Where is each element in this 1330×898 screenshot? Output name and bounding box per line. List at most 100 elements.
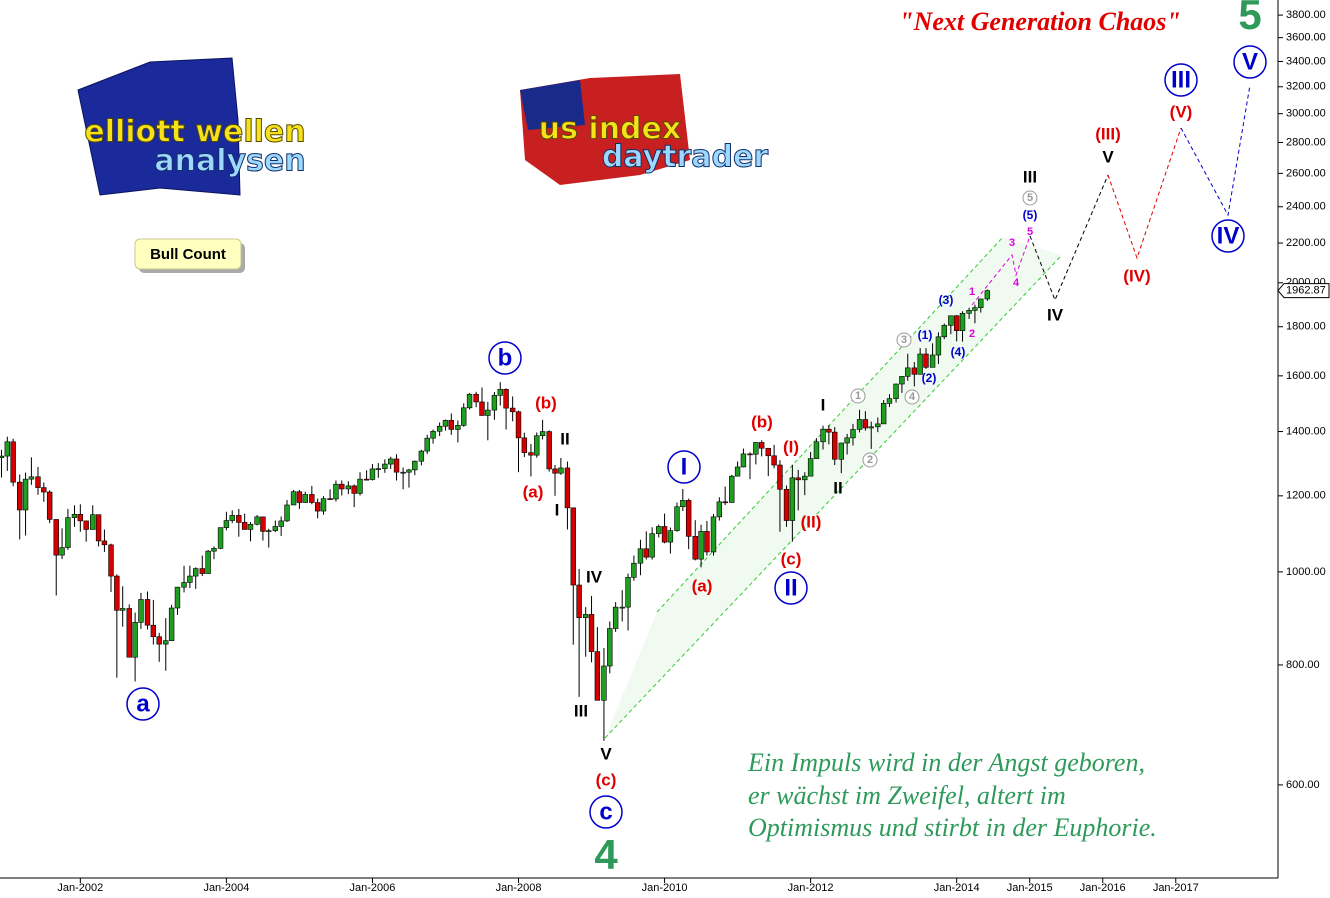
candle-body xyxy=(734,466,741,477)
logo-text: us index xyxy=(539,112,681,147)
candle-body xyxy=(783,488,790,521)
candle-body xyxy=(601,665,607,701)
wave-circle xyxy=(1233,45,1267,79)
wave-label: 2 xyxy=(867,454,873,466)
wave-label: (c) xyxy=(781,549,802,568)
candle-body xyxy=(199,568,205,574)
badge xyxy=(134,238,242,270)
candle-body xyxy=(747,453,753,456)
candle-body xyxy=(966,310,972,314)
projection-path xyxy=(971,235,1031,306)
candle-body xyxy=(576,584,582,618)
y-tick-label: 1400.00 xyxy=(1286,425,1326,437)
y-tick-label: 3400.00 xyxy=(1286,55,1326,67)
candle-body xyxy=(41,487,47,493)
candle-body xyxy=(795,477,801,481)
candle-body xyxy=(729,475,735,503)
candle-body xyxy=(649,533,655,558)
candle-body xyxy=(923,353,929,368)
wave-label: II xyxy=(784,574,797,601)
candle-body xyxy=(978,298,984,309)
candle-body xyxy=(710,516,717,553)
candle-body xyxy=(807,458,814,477)
candle-body xyxy=(412,460,418,471)
channel-fill xyxy=(605,237,1062,738)
candle-body xyxy=(935,336,942,356)
chart-title: "Next Generation Chaos" xyxy=(899,7,1181,36)
candle-body xyxy=(558,467,564,474)
candle-body xyxy=(217,527,224,549)
candle-body xyxy=(442,420,449,427)
wave-label: III xyxy=(574,701,588,720)
candle-body xyxy=(771,455,777,466)
candle-body xyxy=(692,536,698,560)
x-tick-label: Jan-2016 xyxy=(1080,882,1126,894)
candle-body xyxy=(101,540,108,546)
candle-body xyxy=(71,514,78,518)
candle-body xyxy=(570,507,576,586)
candle-body xyxy=(899,376,905,385)
x-tick-label: Jan-2004 xyxy=(203,882,249,894)
candle-body xyxy=(607,628,613,667)
x-tick-label: Jan-2015 xyxy=(1007,882,1053,894)
candle-body xyxy=(582,614,589,618)
candle-body xyxy=(406,469,412,473)
logo-text: daytrader xyxy=(602,140,769,175)
candle-body xyxy=(430,430,436,439)
candle-body xyxy=(375,468,381,470)
y-tick-label: 3000.00 xyxy=(1286,108,1326,120)
projection-path xyxy=(1107,127,1182,260)
candle-body xyxy=(875,423,881,428)
candle-body xyxy=(345,485,352,490)
quote: Ein Impuls wird in der Angst geboren, er… xyxy=(747,748,1157,842)
candle-body xyxy=(880,403,887,425)
candle-body xyxy=(314,502,321,512)
candle-body xyxy=(229,515,235,521)
wave-label: (II) xyxy=(801,512,822,531)
wave-label: (3) xyxy=(939,293,954,307)
candle-body xyxy=(59,547,65,556)
wave-label: 5 xyxy=(1238,0,1261,38)
quote-line: er wächst im Zweifel, altert im xyxy=(748,781,1066,810)
logo-elliott: elliott wellen analysen xyxy=(77,57,306,196)
channel-line xyxy=(604,254,1063,739)
candle-body xyxy=(758,442,765,449)
candle-body xyxy=(290,491,297,506)
wave-label: (b) xyxy=(535,393,557,412)
candle-body xyxy=(485,409,491,416)
wave-circle xyxy=(904,389,920,405)
wave-label: III xyxy=(1171,66,1191,93)
wave-label: (III) xyxy=(1095,124,1121,143)
candle-body xyxy=(363,478,370,481)
wave-label: 4 xyxy=(1013,277,1020,289)
wave-label: V xyxy=(1242,48,1258,75)
candle-body xyxy=(119,608,126,611)
wave-label: I xyxy=(681,453,688,480)
candle-body xyxy=(424,437,430,452)
candle-body xyxy=(984,290,991,300)
candle-body xyxy=(0,455,5,458)
candle-body xyxy=(126,608,132,658)
wave-circle xyxy=(1164,63,1198,97)
wave-label: 5 xyxy=(1027,226,1033,238)
candle-body xyxy=(643,548,650,558)
candle-body xyxy=(46,491,53,520)
y-tick-label: 2800.00 xyxy=(1286,136,1326,148)
x-tick-label: Jan-2008 xyxy=(496,882,542,894)
candle-body xyxy=(844,437,850,444)
y-tick-label: 800.00 xyxy=(1286,659,1320,671)
candle-body xyxy=(333,483,339,500)
wave-label: (IV) xyxy=(1123,266,1150,285)
candle-body xyxy=(491,395,498,411)
candle-body xyxy=(631,562,637,578)
candle-body xyxy=(953,315,960,331)
wave-circle xyxy=(1022,190,1038,206)
candle-body xyxy=(941,325,947,338)
x-tick-label: Jan-2014 xyxy=(934,882,980,894)
wave-label: c xyxy=(599,798,612,825)
candle-body xyxy=(722,501,728,504)
candle-body xyxy=(802,475,808,481)
wave-label: 4 xyxy=(594,831,618,878)
candle-body xyxy=(698,531,704,560)
wave-label: 3 xyxy=(901,334,907,346)
